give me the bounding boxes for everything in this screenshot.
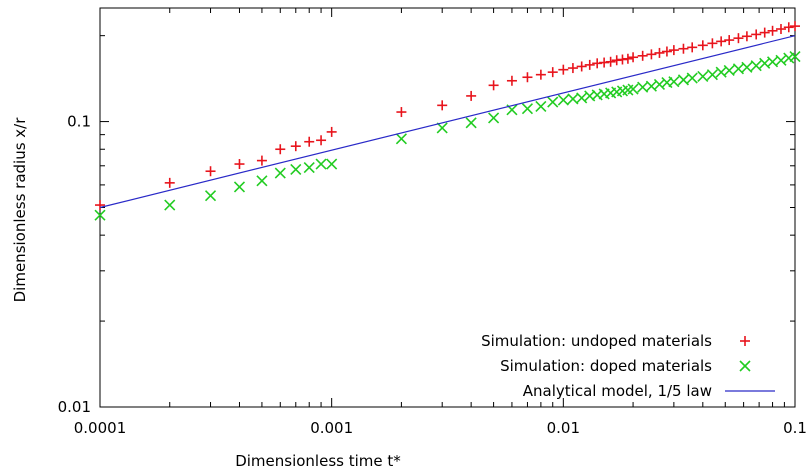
undoped-data-point (205, 166, 216, 177)
doped-data-point (315, 158, 327, 170)
undoped-data-point (707, 38, 718, 49)
undoped-data-point (697, 40, 708, 51)
series-1 (95, 21, 800, 211)
legend-marker-symbol (740, 336, 750, 346)
x-tick-label: 0.1 (783, 419, 807, 437)
undoped-data-point (535, 69, 546, 80)
doped-data-point (627, 83, 639, 95)
undoped-data-point (759, 27, 770, 38)
undoped-data-point (522, 72, 533, 83)
x-tick-label: 0.001 (310, 419, 353, 437)
doped-data-point (488, 112, 500, 124)
doped-data-point (741, 61, 753, 73)
undoped-data-point (741, 31, 752, 42)
doped-data-point (535, 100, 547, 112)
doped-data-point (732, 63, 745, 75)
analytical-model-line (99, 35, 796, 209)
undoped-data-point (678, 43, 689, 54)
doped-data-point (789, 50, 801, 63)
series-2 (94, 50, 801, 221)
undoped-data-point (506, 75, 517, 86)
doped-data-point (557, 94, 569, 106)
legend: Simulation: undoped materials Simulation:… (481, 332, 775, 400)
undoped-data-point (637, 50, 648, 61)
legend-marker-symbol (739, 360, 751, 372)
doped-data-point (723, 64, 735, 77)
undoped-data-point (164, 177, 175, 188)
undoped-data-point (304, 136, 315, 147)
series-layer (94, 21, 801, 221)
undoped-data-point (326, 126, 337, 137)
undoped-data-point (622, 53, 633, 64)
doped-data-point (233, 181, 246, 193)
undoped-data-point (547, 67, 558, 78)
legend-label: Simulation: doped materials (500, 357, 712, 375)
undoped-data-point (687, 42, 698, 53)
y-tick-label: 0.01 (58, 398, 91, 416)
undoped-data-point (437, 100, 448, 111)
undoped-data-point (584, 59, 595, 70)
axis-ticks: 0.0001 0.001 0.01 0.1 0.01 0.1 (58, 8, 807, 437)
undoped-data-point (661, 46, 672, 57)
undoped-data-point (605, 56, 616, 67)
undoped-data-point (256, 155, 267, 166)
doped-data-point (256, 175, 268, 187)
undoped-data-point (783, 22, 794, 33)
doped-data-point (775, 54, 787, 66)
doped-data-point (164, 199, 176, 211)
doped-data-point (290, 163, 302, 175)
x-tick-label: 0.01 (547, 419, 580, 437)
undoped-data-point (767, 25, 778, 36)
doped-data-point (677, 74, 690, 86)
legend-label: Simulation: undoped materials (481, 332, 712, 350)
undoped-data-point (576, 61, 587, 72)
undoped-data-point (775, 24, 786, 35)
undoped-data-point (567, 63, 578, 74)
doped-data-point (706, 69, 718, 81)
undoped-data-point (488, 80, 499, 91)
undoped-data-point (95, 200, 105, 211)
doped-data-point (576, 92, 588, 104)
doped-data-point (303, 162, 315, 174)
doped-data-point (465, 117, 477, 129)
undoped-data-point (316, 135, 327, 146)
undoped-data-point (654, 47, 665, 58)
doped-data-point (274, 167, 286, 179)
doped-data-point (204, 190, 217, 202)
undoped-data-point (668, 45, 679, 56)
doped-data-point (750, 60, 762, 72)
undoped-data-point (628, 52, 639, 63)
undoped-data-point (724, 35, 735, 46)
doped-data-point (668, 76, 680, 88)
undoped-data-point (290, 141, 301, 152)
doped-data-point (547, 96, 559, 108)
x-tick-label: 0.0001 (74, 419, 127, 437)
y-axis-title: Dimensionless radius x/r (11, 117, 29, 303)
undoped-data-point (466, 90, 477, 101)
undoped-data-point (275, 144, 286, 155)
doped-data-point (697, 70, 709, 82)
undoped-data-point (396, 107, 407, 118)
y-tick-label: 0.1 (67, 113, 91, 131)
doped-data-point (94, 209, 106, 221)
x-axis-title: Dimensionless time t* (235, 452, 401, 470)
undoped-data-point (558, 64, 569, 75)
doped-data-point (436, 122, 448, 134)
series-3 (99, 35, 796, 209)
doped-data-point (653, 78, 666, 90)
undoped-data-point (790, 21, 800, 32)
undoped-data-point (716, 36, 727, 47)
undoped-data-point (234, 159, 245, 170)
doped-data-point (326, 158, 338, 170)
undoped-data-point (646, 49, 657, 60)
doped-data-point (686, 72, 698, 84)
doped-data-point (395, 133, 407, 145)
legend-label: Analytical model, 1/5 law (523, 382, 712, 400)
undoped-data-point (751, 29, 762, 40)
doped-data-point (637, 81, 649, 93)
undoped-data-point (733, 33, 744, 44)
doped-data-point (521, 103, 534, 115)
